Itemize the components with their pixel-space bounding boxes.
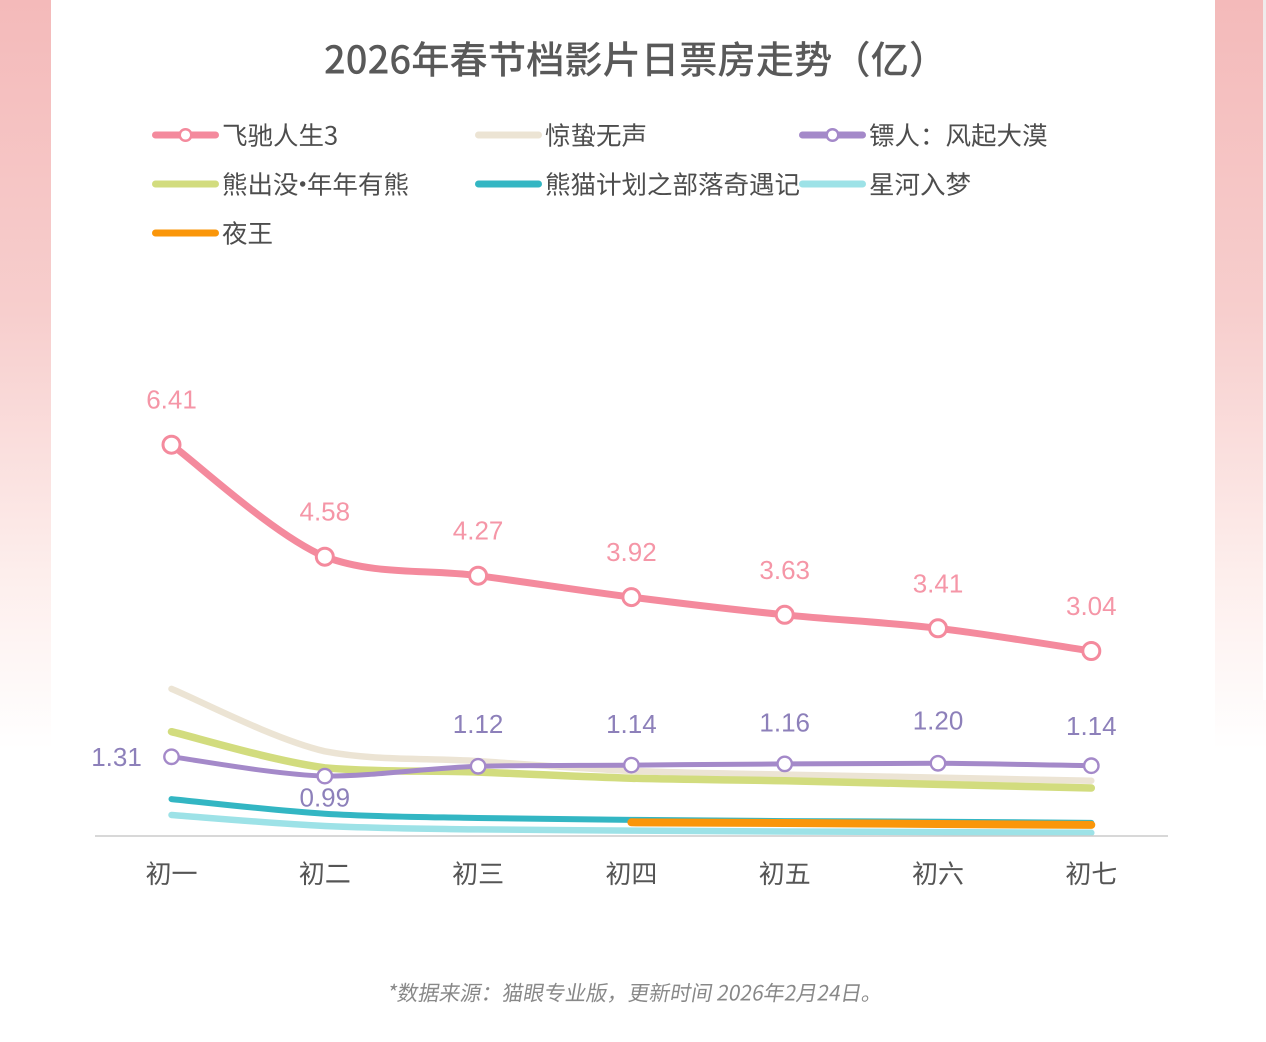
svg-text:3.92: 3.92 [606, 537, 657, 567]
svg-text:1.16: 1.16 [759, 708, 810, 738]
svg-text:1.12: 1.12 [453, 709, 504, 739]
svg-text:3.63: 3.63 [759, 555, 810, 585]
svg-text:1.14: 1.14 [1066, 711, 1117, 741]
svg-text:3.04: 3.04 [1066, 591, 1117, 621]
svg-text:0.99: 0.99 [299, 783, 350, 813]
svg-text:4.58: 4.58 [299, 497, 350, 527]
svg-text:1.20: 1.20 [913, 705, 964, 735]
svg-text:3.41: 3.41 [913, 568, 964, 598]
svg-text:1.14: 1.14 [606, 709, 657, 739]
svg-text:6.41: 6.41 [146, 385, 197, 415]
svg-text:1.31: 1.31 [91, 742, 142, 772]
svg-text:4.27: 4.27 [453, 516, 504, 546]
